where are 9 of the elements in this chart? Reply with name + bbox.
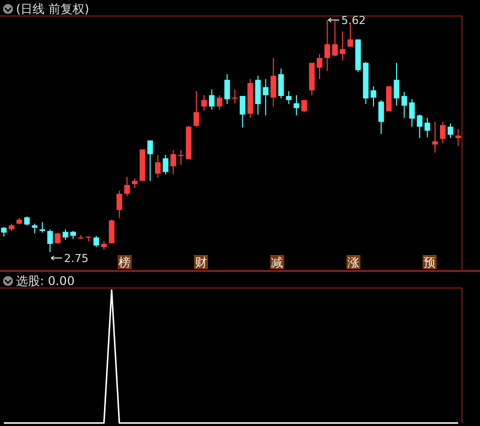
text: 财 [194, 256, 207, 270]
text: 涨 [347, 256, 360, 270]
annotation: 2.75 [64, 252, 89, 265]
chart-title: (日线 前复权) [16, 2, 90, 16]
annotation: 5.62 [341, 14, 366, 27]
chart-title: 选股: 0.00 [16, 274, 75, 288]
text: 减 [271, 256, 284, 270]
text: 榜 [118, 256, 131, 270]
text: 预 [424, 256, 436, 270]
